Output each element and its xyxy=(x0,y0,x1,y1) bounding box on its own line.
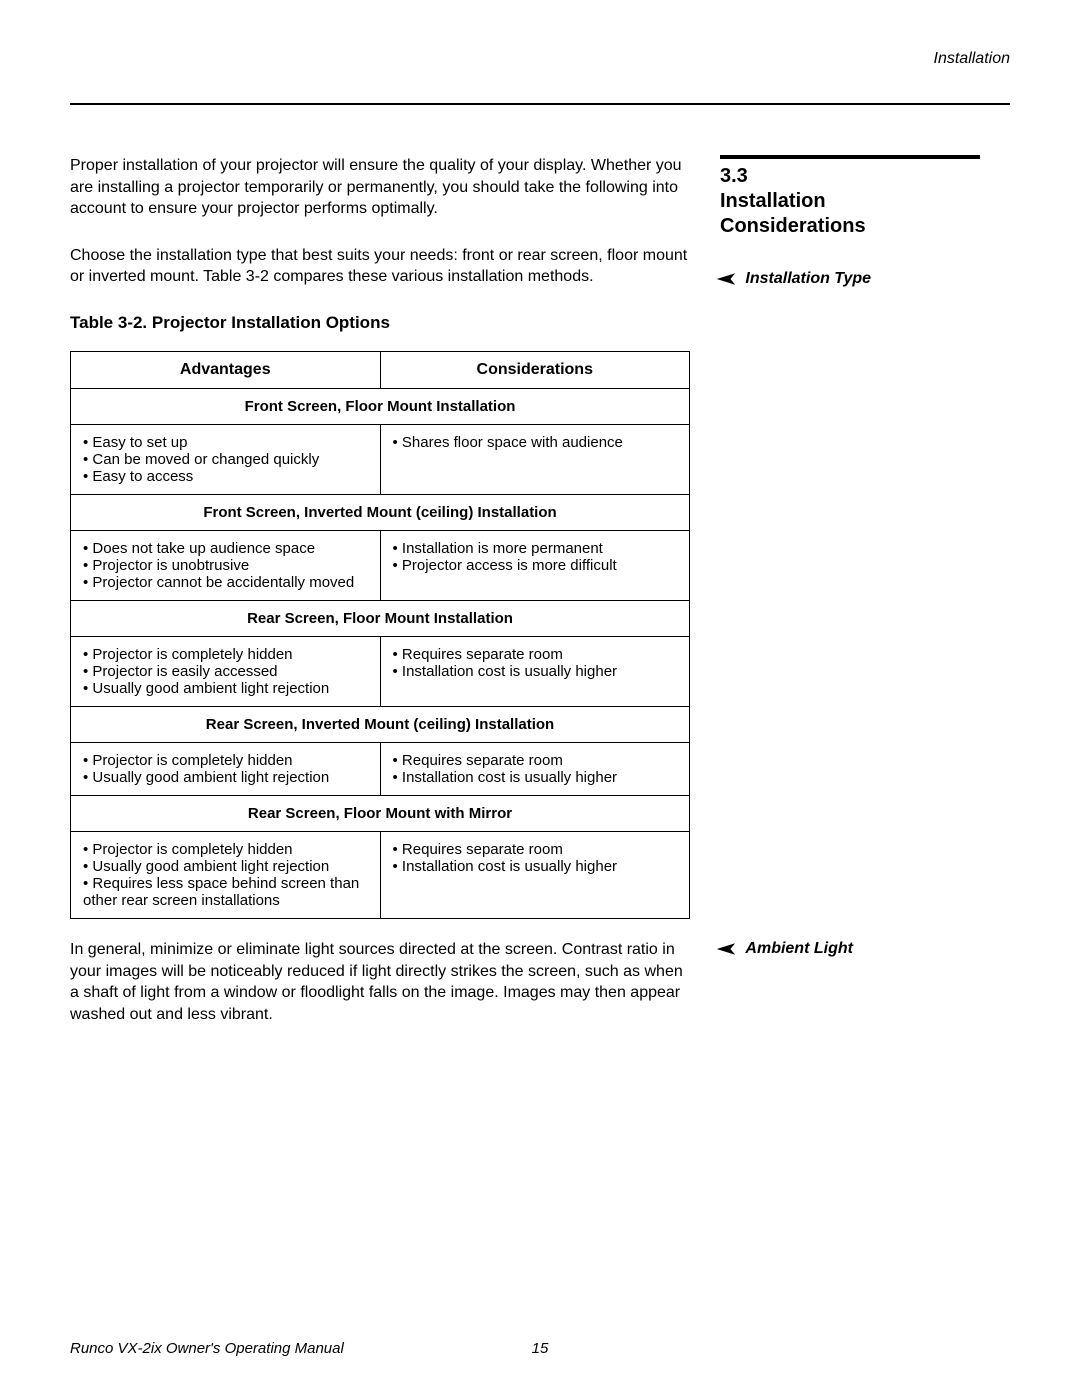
table-row: Does not take up audience spaceProjector… xyxy=(71,530,690,600)
table-section-header: Front Screen, Inverted Mount (ceiling) I… xyxy=(71,494,690,530)
advantages-cell: Projector is completely hiddenUsually go… xyxy=(71,742,381,795)
table-row: Projector is completely hiddenUsually go… xyxy=(71,742,690,795)
adv-list-3: Projector is completely hiddenUsually go… xyxy=(83,752,368,786)
list-item: Installation cost is usually higher xyxy=(393,663,678,680)
con-list-4: Requires separate roomInstallation cost … xyxy=(393,841,678,875)
table-section-header: Rear Screen, Floor Mount Installation xyxy=(71,600,690,636)
list-item: Projector is unobtrusive xyxy=(83,557,368,574)
considerations-cell: Requires separate roomInstallation cost … xyxy=(380,831,690,918)
footer: Runco VX-2ix Owner's Operating Manual 15 xyxy=(70,1340,1010,1357)
adv-list-1: Does not take up audience spaceProjector… xyxy=(83,540,368,591)
list-item: Projector is completely hidden xyxy=(83,646,368,663)
intro-para-1: Proper installation of your projector wi… xyxy=(70,155,695,220)
list-item: Usually good ambient light rejection xyxy=(83,858,368,875)
annotation-text: Ambient Light xyxy=(745,940,853,958)
advantages-cell: Does not take up audience spaceProjector… xyxy=(71,530,381,600)
list-item: Does not take up audience space xyxy=(83,540,368,557)
content-wrapper: Proper installation of your projector wi… xyxy=(70,155,1010,919)
list-item: Projector is easily accessed xyxy=(83,663,368,680)
side-rule xyxy=(720,155,980,159)
ambient-side: ➤ Ambient Light xyxy=(720,939,980,1050)
ambient-section: In general, minimize or eliminate light … xyxy=(70,939,1010,1050)
list-item: Usually good ambient light rejection xyxy=(83,769,368,786)
header-rule xyxy=(70,103,1010,105)
con-list-1: Installation is more permanentProjector … xyxy=(393,540,678,574)
list-item: Requires less space behind screen than o… xyxy=(83,875,368,909)
list-item: Shares floor space with audience xyxy=(393,434,678,451)
list-item: Installation is more permanent xyxy=(393,540,678,557)
con-list-3: Requires separate roomInstallation cost … xyxy=(393,752,678,786)
table-row: Easy to set upCan be moved or changed qu… xyxy=(71,424,690,494)
table-section-header: Rear Screen, Inverted Mount (ceiling) In… xyxy=(71,706,690,742)
section-title-line-1: Installation xyxy=(720,189,980,214)
table-header-row: Advantages Considerations xyxy=(71,351,690,388)
advantages-cell: Projector is completely hiddenProjector … xyxy=(71,636,381,706)
ambient-main: In general, minimize or eliminate light … xyxy=(70,939,695,1050)
list-item: Easy to set up xyxy=(83,434,368,451)
side-annotation-installation-type: ➤ Installation Type xyxy=(720,269,980,289)
ambient-para: In general, minimize or eliminate light … xyxy=(70,939,695,1025)
side-column: 3.3 Installation Considerations ➤ Instal… xyxy=(720,155,980,919)
side-annotation-ambient-light: ➤ Ambient Light xyxy=(720,939,980,959)
section-header-cell: Rear Screen, Inverted Mount (ceiling) In… xyxy=(71,706,690,742)
list-item: Requires separate room xyxy=(393,646,678,663)
list-item: Projector cannot be accidentally moved xyxy=(83,574,368,591)
col-header-considerations: Considerations xyxy=(380,351,690,388)
installation-options-table: Advantages Considerations Front Screen, … xyxy=(70,351,690,919)
arrow-left-icon: ➤ xyxy=(717,269,737,289)
considerations-cell: Requires separate roomInstallation cost … xyxy=(380,742,690,795)
annotation-text: Installation Type xyxy=(745,270,871,288)
table-row: Projector is completely hiddenProjector … xyxy=(71,636,690,706)
list-item: Usually good ambient light rejection xyxy=(83,680,368,697)
section-header-cell: Rear Screen, Floor Mount with Mirror xyxy=(71,795,690,831)
main-column: Proper installation of your projector wi… xyxy=(70,155,695,919)
adv-list-2: Projector is completely hiddenProjector … xyxy=(83,646,368,697)
list-item: Projector access is more difficult xyxy=(393,557,678,574)
section-title-line-2: Considerations xyxy=(720,214,980,239)
list-item: Projector is completely hidden xyxy=(83,752,368,769)
list-item: Can be moved or changed quickly xyxy=(83,451,368,468)
table-title: Table 3-2. Projector Installation Option… xyxy=(70,313,695,333)
col-header-advantages: Advantages xyxy=(71,351,381,388)
con-list-0: Shares floor space with audience xyxy=(393,434,678,451)
considerations-cell: Installation is more permanentProjector … xyxy=(380,530,690,600)
con-list-2: Requires separate roomInstallation cost … xyxy=(393,646,678,680)
list-item: Requires separate room xyxy=(393,841,678,858)
adv-list-4: Projector is completely hiddenUsually go… xyxy=(83,841,368,909)
table-section-header: Front Screen, Floor Mount Installation xyxy=(71,388,690,424)
considerations-cell: Requires separate roomInstallation cost … xyxy=(380,636,690,706)
table-section-header: Rear Screen, Floor Mount with Mirror xyxy=(71,795,690,831)
section-header-cell: Rear Screen, Floor Mount Installation xyxy=(71,600,690,636)
list-item: Easy to access xyxy=(83,468,368,485)
list-item: Installation cost is usually higher xyxy=(393,858,678,875)
advantages-cell: Projector is completely hiddenUsually go… xyxy=(71,831,381,918)
considerations-cell: Shares floor space with audience xyxy=(380,424,690,494)
table-row: Projector is completely hiddenUsually go… xyxy=(71,831,690,918)
advantages-cell: Easy to set upCan be moved or changed qu… xyxy=(71,424,381,494)
section-number: 3.3 xyxy=(720,164,980,189)
list-item: Projector is completely hidden xyxy=(83,841,368,858)
footer-page-number: 15 xyxy=(532,1340,549,1357)
adv-list-0: Easy to set upCan be moved or changed qu… xyxy=(83,434,368,485)
list-item: Installation cost is usually higher xyxy=(393,769,678,786)
footer-manual-title: Runco VX-2ix Owner's Operating Manual xyxy=(70,1340,344,1357)
list-item: Requires separate room xyxy=(393,752,678,769)
arrow-left-icon: ➤ xyxy=(717,939,737,959)
chapter-label: Installation xyxy=(70,50,1010,68)
intro-para-2: Choose the installation type that best s… xyxy=(70,245,695,288)
section-header-cell: Front Screen, Inverted Mount (ceiling) I… xyxy=(71,494,690,530)
section-header-cell: Front Screen, Floor Mount Installation xyxy=(71,388,690,424)
